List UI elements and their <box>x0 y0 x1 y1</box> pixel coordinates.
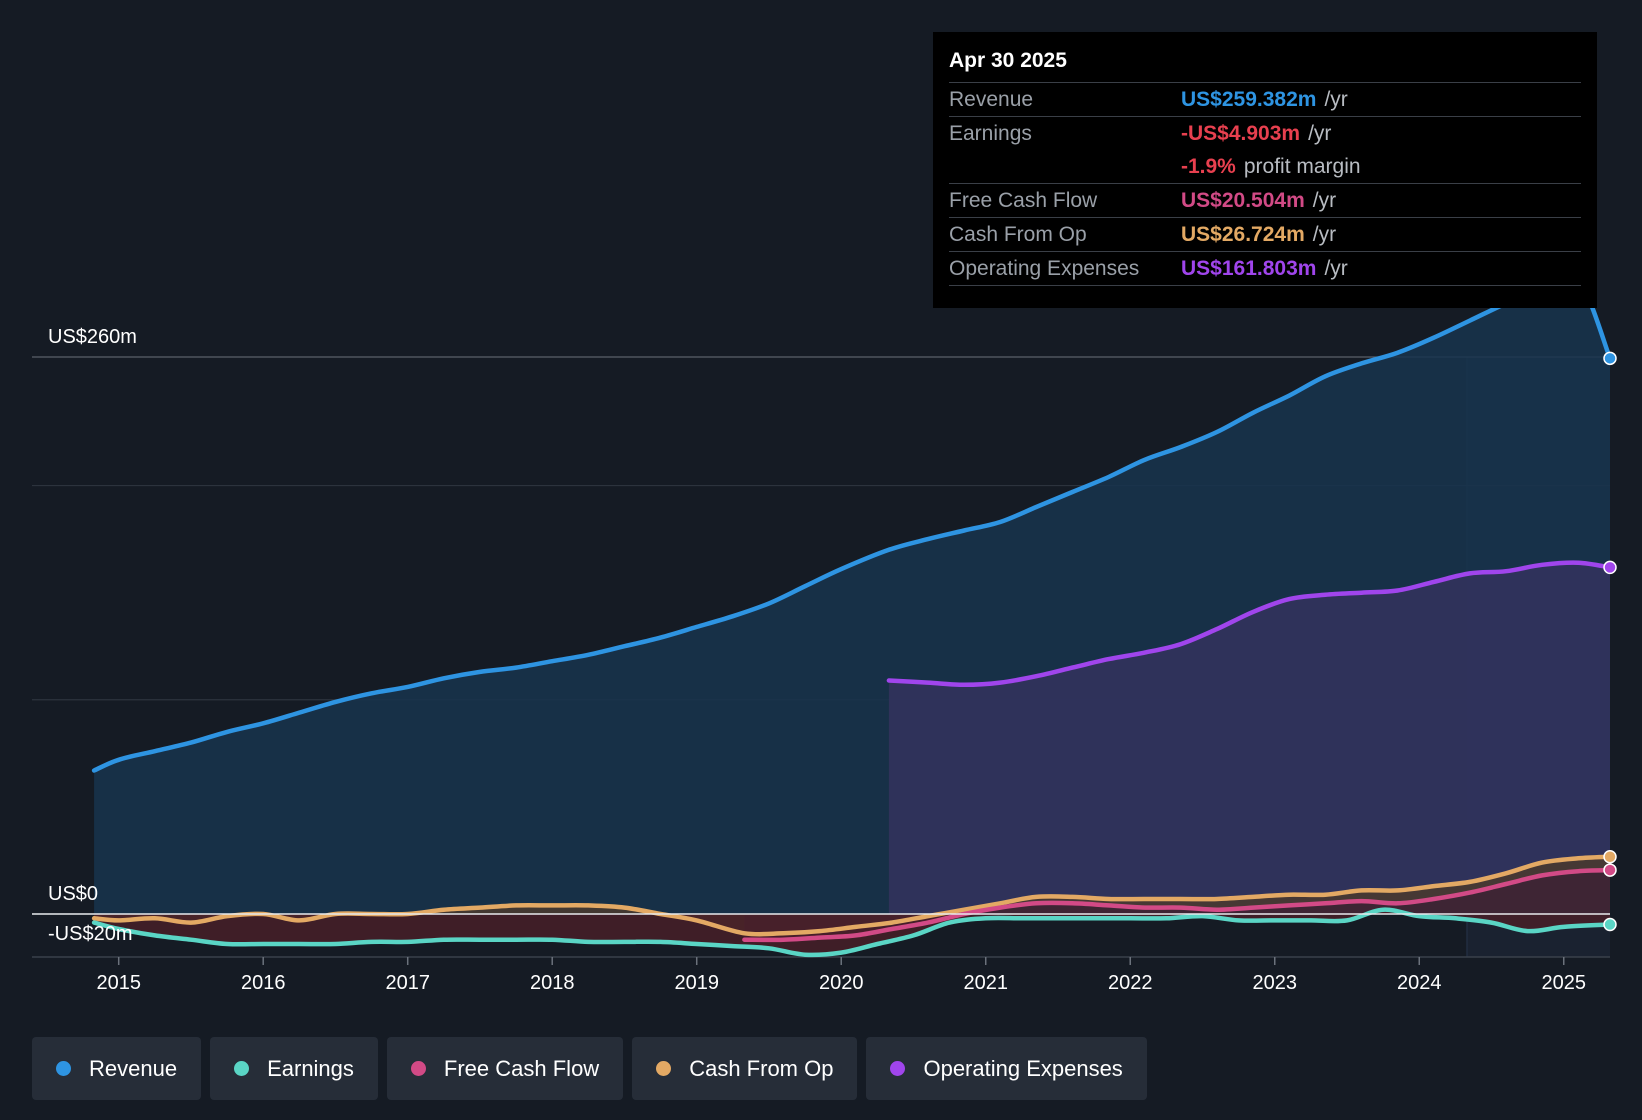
y-axis-labels: US$260m US$0 -US$20m <box>48 326 137 945</box>
y-axis-label: US$0 <box>48 883 98 905</box>
legend-dot-icon <box>410 1061 426 1076</box>
x-tick-label: 2020 <box>819 972 864 994</box>
x-tick-label: 2021 <box>963 972 1008 994</box>
revenue-line <box>91 273 1613 773</box>
tooltip-unit: /yr <box>1312 188 1337 212</box>
tooltip-label: Free Cash Flow <box>949 188 1098 212</box>
x-tick-label: 2022 <box>1108 972 1153 994</box>
legend-item-revenue[interactable]: Revenue <box>32 1037 202 1100</box>
tooltip-unit: /yr <box>1312 222 1337 246</box>
operating-expenses-line <box>886 560 1613 688</box>
y-axis-label: -US$20m <box>48 923 132 945</box>
tooltip-row-revenue: Revenue US$259.382m /yr <box>949 82 1581 116</box>
operating-expenses-area <box>888 562 1610 914</box>
legend-label: Free Cash Flow <box>443 1055 600 1081</box>
tooltip-row-profit-margin: -1.9% profit margin <box>949 150 1581 183</box>
tooltip-row-free-cash-flow: Free Cash Flow US$20.504m /yr <box>949 183 1581 217</box>
tooltip-value: -US$4.903m <box>1181 121 1301 145</box>
legend-item-cash-from-op[interactable]: Cash From Op <box>632 1037 858 1100</box>
legend: Revenue Earnings Free Cash Flow Cash Fro… <box>32 1037 1147 1100</box>
y-axis-label: US$260m <box>48 326 137 348</box>
x-tick-label: 2025 <box>1542 972 1587 994</box>
tooltip-value: -1.9% <box>1181 154 1236 178</box>
legend-label: Revenue <box>89 1055 178 1081</box>
tooltip-row-earnings: Earnings -US$4.903m /yr <box>949 116 1581 150</box>
tooltip-value: US$20.504m <box>1181 188 1305 212</box>
tooltip-value: US$26.724m <box>1181 222 1305 246</box>
x-tick-label: 2015 <box>96 972 141 994</box>
legend-label: Operating Expenses <box>923 1055 1123 1081</box>
tooltip-label: Earnings <box>949 121 1032 145</box>
x-tick-label: 2023 <box>1252 972 1297 994</box>
x-tick-label: 2017 <box>385 972 430 994</box>
revenue-endpoint <box>1603 351 1617 366</box>
operating-expenses-endpoint <box>1603 560 1617 575</box>
cash-from-op-endpoint <box>1603 849 1617 864</box>
tooltip-unit: profit margin <box>1243 154 1361 178</box>
x-tick-label: 2018 <box>530 972 575 994</box>
legend-label: Cash From Op <box>689 1055 834 1081</box>
legend-dot-icon <box>56 1061 71 1076</box>
legend-item-free-cash-flow[interactable]: Free Cash Flow <box>386 1037 624 1100</box>
x-tick-label: 2019 <box>674 972 719 994</box>
tooltip-unit: /yr <box>1308 121 1332 145</box>
tooltip-label: Cash From Op <box>949 222 1087 246</box>
tooltip-panel: Apr 30 2025 Revenue US$259.382m /yr Earn… <box>933 32 1597 308</box>
x-tick-label: 2016 <box>241 972 286 994</box>
legend-dot-icon <box>234 1061 250 1076</box>
series-endpoints <box>32 351 1617 932</box>
tooltip-value: US$161.803m <box>1181 256 1317 280</box>
series-lines <box>91 273 1613 958</box>
earnings-line <box>91 907 1613 958</box>
legend-dot-icon <box>656 1061 672 1076</box>
legend-dot-icon <box>890 1061 906 1076</box>
free-cash-flow-line <box>742 867 1613 943</box>
earnings-area <box>94 909 1611 955</box>
series-areas <box>94 275 1611 955</box>
tooltip-row-operating-expenses: Operating Expenses US$161.803m /yr <box>949 251 1581 286</box>
tooltip-unit: /yr <box>1324 87 1348 111</box>
x-axis-ticks: 2015 2016 2017 2018 2019 2020 2021 2022 2023 2024… <box>96 957 1586 994</box>
x-tick-label: 2024 <box>1397 972 1442 994</box>
legend-item-earnings[interactable]: Earnings <box>210 1037 378 1100</box>
tooltip-date: Apr 30 2025 <box>949 49 1067 72</box>
tooltip-unit: /yr <box>1324 256 1348 280</box>
free-cash-flow-endpoint <box>1603 863 1617 877</box>
legend-label: Earnings <box>267 1055 354 1081</box>
legend-item-operating-expenses[interactable]: Operating Expenses <box>866 1037 1147 1100</box>
tooltip-label: Revenue <box>949 87 1034 111</box>
tooltip-label: Operating Expenses <box>949 256 1140 280</box>
tooltip-row-cash-from-op: Cash From Op US$26.724m /yr <box>949 217 1581 251</box>
tooltip-value: US$259.382m <box>1181 87 1317 111</box>
earnings-endpoint <box>1603 917 1617 932</box>
